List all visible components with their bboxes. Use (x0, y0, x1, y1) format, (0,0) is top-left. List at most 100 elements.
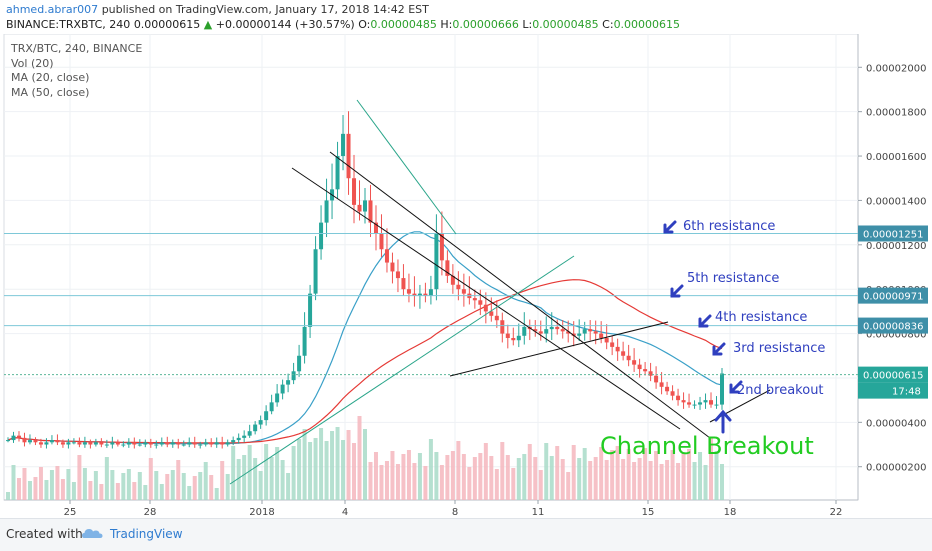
candle-body (110, 442, 115, 445)
volume-bar (198, 472, 203, 500)
candle-body (714, 404, 719, 406)
x-tick-label: 22 (830, 507, 843, 518)
candle-body (198, 444, 203, 446)
candle-body (121, 444, 126, 446)
volume-bar (593, 457, 598, 500)
volume-bar (313, 438, 318, 500)
candle-body (406, 289, 411, 294)
volume-bar (33, 477, 38, 500)
candle-body (275, 393, 280, 403)
legend-ma20[interactable]: MA (20, close) (11, 71, 90, 84)
volume-bar (192, 476, 197, 500)
candle-body (143, 442, 148, 445)
candle-body (60, 442, 65, 445)
volume-bar (330, 431, 335, 500)
volume-bar (395, 464, 400, 500)
volume-bar (132, 482, 137, 500)
volume-bar (626, 449, 631, 500)
legend-volume[interactable]: Vol (20) (11, 56, 54, 70)
volume-bar (203, 462, 208, 500)
candle-body (363, 200, 367, 212)
candle-body (187, 442, 192, 445)
volume-bar (461, 454, 466, 500)
legend-ma50[interactable]: MA (50, close) (11, 85, 90, 99)
annotation-label: 5th resistance (687, 271, 779, 286)
annotation-label: 3rd resistance (733, 341, 825, 356)
volume-bar (225, 474, 230, 500)
candle-body (291, 371, 296, 381)
volume-bar (687, 449, 692, 500)
volume-bar (66, 469, 71, 500)
candle-body (720, 373, 724, 405)
candle-body (104, 444, 109, 446)
candle-body (494, 315, 499, 321)
author-link[interactable]: ahmed.abrar007 (6, 3, 99, 16)
candle-body (357, 204, 362, 212)
y-tick-label: 0.00001800 (866, 108, 926, 119)
volume-bar (297, 439, 302, 500)
volume-bar (27, 481, 32, 500)
open-value: 0.00000485 (370, 18, 437, 31)
candle-body (313, 249, 318, 294)
volume-bar (665, 460, 670, 500)
x-tick-label: 8 (452, 507, 458, 518)
candle-body (417, 293, 422, 296)
trend-line (356, 99, 457, 235)
candle-body (445, 260, 450, 276)
candle-body (533, 329, 538, 332)
candle-body (665, 386, 670, 392)
volume-bar (423, 466, 428, 500)
volume-bar (434, 452, 439, 500)
volume-bar (148, 458, 153, 500)
volume-bar (308, 442, 313, 500)
countdown-text: 17:48 (892, 387, 921, 398)
volume-bar (77, 455, 82, 500)
symbol-name: BINANCE:TRXBTC, 240 (6, 18, 131, 31)
candle-body (88, 442, 93, 445)
tradingview-logo-icon[interactable] (80, 526, 106, 542)
volume-bar (670, 450, 675, 500)
close-value: 0.00000615 (613, 18, 681, 31)
candle-body (236, 437, 241, 441)
candle-body (214, 442, 219, 445)
volume-bar (368, 462, 373, 500)
volume-bar (494, 469, 499, 500)
chart-area[interactable]: 0.000002000.000004000.000006000.00000800… (0, 34, 932, 518)
candle-body (461, 289, 466, 294)
x-tick-label: 4 (342, 507, 348, 518)
candle-body (511, 338, 516, 341)
volume-bar (88, 481, 93, 500)
change-arrow-icon: ▲ (203, 18, 213, 31)
volume-bar (516, 458, 521, 500)
candle-body (395, 271, 400, 279)
candle-body (434, 233, 439, 290)
tradingview-link[interactable]: TradingView (110, 527, 183, 541)
candle-body (66, 442, 71, 445)
candle-body (231, 440, 236, 443)
candle-body (38, 442, 43, 445)
candle-body (544, 329, 549, 334)
volume-bar (38, 467, 43, 500)
volume-bar (681, 453, 686, 500)
candle-body (297, 355, 302, 372)
volume-bar (247, 445, 252, 500)
candle-body (209, 442, 214, 445)
candle-body (549, 326, 554, 330)
volume-bar (236, 459, 241, 500)
candle-body (478, 300, 483, 305)
candle-body (368, 200, 373, 223)
candle-body (571, 333, 576, 336)
candle-body (428, 289, 433, 296)
candle-body (280, 384, 285, 394)
candle-body (126, 442, 131, 445)
volume-bar (242, 455, 247, 500)
y-tick-label: 0.00001600 (866, 152, 926, 163)
x-tick-label: 2018 (249, 507, 274, 518)
candle-body (82, 442, 87, 445)
volume-bar (302, 429, 307, 500)
volume-bar (71, 482, 76, 500)
volume-bar (478, 453, 483, 500)
candle-body (192, 442, 197, 445)
price-chart[interactable]: 0.000002000.000004000.000006000.00000800… (0, 34, 932, 518)
volume-bar (489, 456, 494, 500)
